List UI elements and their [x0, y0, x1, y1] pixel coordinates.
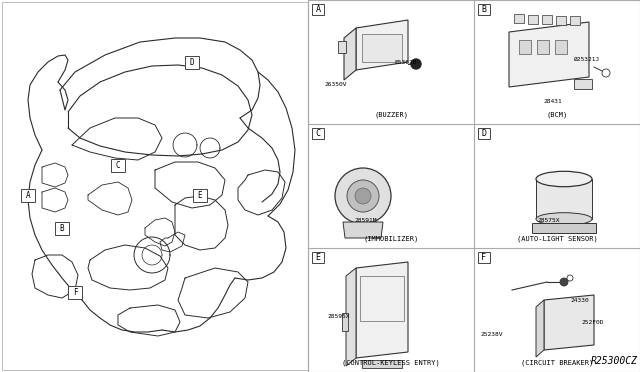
Bar [360, 276, 404, 321]
Bar [574, 79, 592, 89]
Circle shape [335, 168, 391, 224]
Polygon shape [346, 268, 356, 366]
Text: C: C [316, 129, 321, 138]
Text: B: B [60, 224, 64, 233]
Bar [514, 14, 524, 23]
Polygon shape [356, 262, 408, 358]
Text: (CIRCUIT BREAKER): (CIRCUIT BREAKER) [521, 359, 593, 366]
Text: 26350V: 26350V [324, 82, 347, 87]
Text: 28591M: 28591M [355, 218, 377, 223]
Bar [542, 15, 552, 24]
Circle shape [411, 59, 421, 69]
Circle shape [355, 188, 371, 204]
Text: A: A [316, 5, 321, 14]
Bar [570, 16, 580, 25]
Polygon shape [356, 20, 408, 70]
Text: F: F [73, 288, 77, 297]
Text: Ø25321J: Ø25321J [573, 57, 600, 62]
Bar [528, 15, 538, 23]
Bar [312, 251, 324, 263]
Bar [362, 34, 402, 62]
Polygon shape [544, 295, 594, 350]
Ellipse shape [536, 213, 592, 225]
Text: F: F [481, 253, 486, 262]
Text: E: E [198, 191, 202, 200]
Text: 252F0D: 252F0D [582, 320, 604, 325]
Bar [312, 128, 324, 138]
Text: (AUTO-LIGHT SENSOR): (AUTO-LIGHT SENSOR) [516, 235, 597, 242]
Bar [537, 40, 549, 54]
Bar [312, 3, 324, 15]
Text: (BCM): (BCM) [547, 112, 568, 118]
Bar [185, 55, 199, 68]
Bar [362, 360, 402, 368]
Bar [68, 285, 82, 298]
Text: 25238V: 25238V [481, 332, 503, 337]
Polygon shape [509, 22, 589, 87]
Bar [111, 158, 125, 171]
Text: B: B [481, 5, 486, 14]
Text: D: D [481, 129, 486, 138]
Text: 24330: 24330 [570, 298, 589, 302]
Bar [532, 223, 596, 233]
Text: 28595X: 28595X [328, 314, 351, 319]
Text: R25300CZ: R25300CZ [591, 356, 638, 366]
Bar [478, 128, 490, 138]
Bar [21, 189, 35, 202]
Circle shape [567, 275, 573, 281]
Polygon shape [344, 28, 356, 80]
Text: A: A [26, 191, 30, 200]
Text: (IMMOBILIZER): (IMMOBILIZER) [364, 235, 419, 242]
Bar [556, 16, 566, 25]
Bar [55, 221, 69, 234]
Text: (CONTROL-KEYLESS ENTRY): (CONTROL-KEYLESS ENTRY) [342, 359, 440, 366]
Text: 28575X: 28575X [537, 218, 559, 223]
Bar [308, 0, 640, 372]
Bar [519, 40, 531, 54]
Polygon shape [343, 222, 383, 238]
Text: C: C [116, 161, 120, 170]
Bar [193, 189, 207, 202]
Polygon shape [536, 179, 592, 219]
Ellipse shape [536, 171, 592, 187]
Bar [478, 3, 490, 15]
Text: E5362B: E5362B [394, 60, 417, 64]
Polygon shape [536, 300, 544, 357]
Bar [478, 251, 490, 263]
Circle shape [560, 278, 568, 286]
Bar [555, 40, 567, 54]
Circle shape [602, 69, 610, 77]
Text: 28431: 28431 [544, 99, 563, 104]
Circle shape [347, 180, 379, 212]
Text: D: D [189, 58, 195, 67]
Text: (BUZZER): (BUZZER) [374, 112, 408, 118]
Bar [342, 313, 348, 331]
Text: E: E [316, 253, 321, 262]
Bar [338, 41, 346, 52]
